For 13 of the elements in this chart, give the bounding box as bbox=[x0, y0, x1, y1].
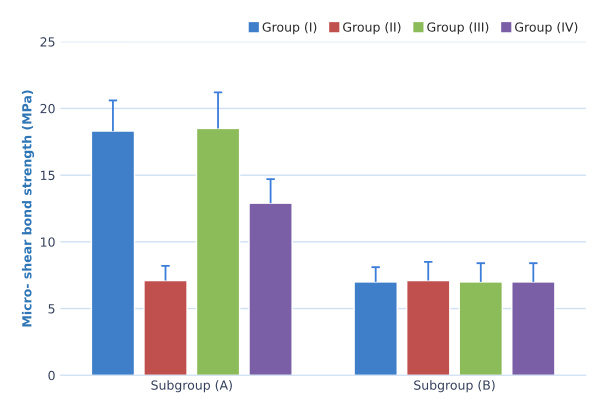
x-tick-label: Subgroup (A) bbox=[151, 380, 232, 392]
legend-label: Group (IV) bbox=[515, 22, 578, 34]
y-tick-label: 10 bbox=[41, 237, 55, 247]
legend-label: Group (II) bbox=[343, 22, 400, 34]
y-tick-label: 0 bbox=[48, 370, 55, 380]
legend-label: Group (I) bbox=[262, 22, 316, 34]
y-axis-title: Micro- shear bond strength (MPa) bbox=[22, 90, 34, 326]
y-tick-label: 20 bbox=[40, 104, 55, 114]
legend-label: Group (III) bbox=[427, 22, 488, 34]
x-tick-label: Subgroup (B) bbox=[414, 380, 495, 392]
y-tick-label: 25 bbox=[40, 37, 54, 47]
y-tick-label: 5 bbox=[48, 304, 54, 314]
y-tick-label: 15 bbox=[41, 170, 54, 180]
